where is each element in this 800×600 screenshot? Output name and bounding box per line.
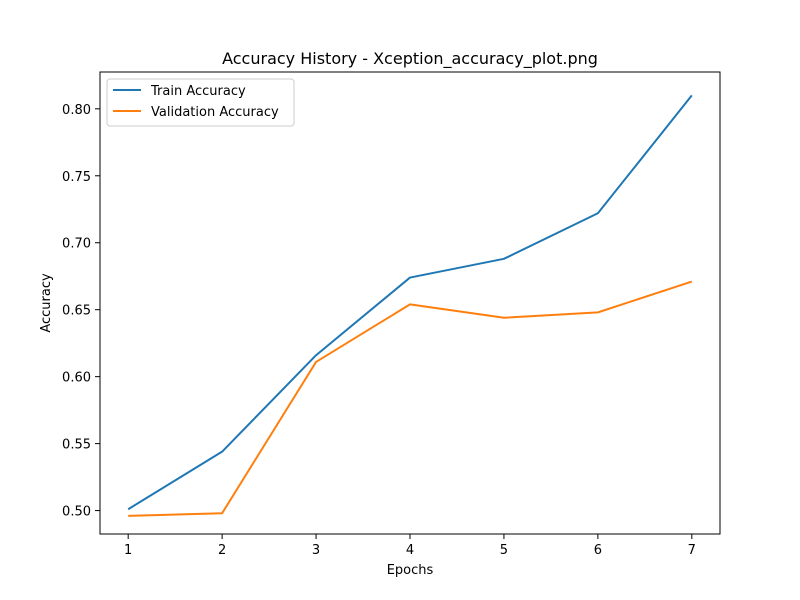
x-axis: 1 2 3 4 5 6 7	[124, 534, 696, 558]
x-tick-label: 3	[312, 543, 320, 558]
y-tick-label: 0.65	[62, 304, 91, 319]
legend-label-validation: Validation Accuracy	[151, 105, 279, 120]
y-tick-label: 0.50	[62, 505, 91, 520]
x-axis-label: Epochs	[387, 563, 434, 578]
legend-box	[106, 78, 295, 127]
legend: Train Accuracy Validation Accuracy	[106, 78, 295, 127]
x-tick-label: 2	[218, 543, 226, 558]
legend-label-train: Train Accuracy	[150, 84, 246, 99]
x-tick-label: 4	[406, 543, 414, 558]
y-tick-label: 0.75	[62, 170, 91, 185]
series-line-train-accuracy	[127, 94, 693, 511]
y-tick-label: 0.80	[62, 103, 91, 118]
x-tick-label: 5	[500, 543, 508, 558]
x-tick-label: 6	[594, 543, 602, 558]
y-tick-label: 0.55	[62, 438, 91, 453]
y-tick-label: 0.60	[62, 371, 91, 386]
y-axis-label: Accuracy	[39, 273, 54, 333]
y-tick-label: 0.70	[62, 237, 91, 252]
plot-area	[99, 71, 721, 535]
x-tick-label: 7	[688, 543, 696, 558]
chart-title: Accuracy History - Xception_accuracy_plo…	[222, 49, 598, 69]
series-lines	[127, 94, 693, 517]
series-line-validation-accuracy	[128, 280, 693, 517]
y-axis: 0.50 0.55 0.60 0.65 0.70 0.75 0.80	[62, 103, 100, 520]
x-tick-label: 1	[124, 543, 132, 558]
